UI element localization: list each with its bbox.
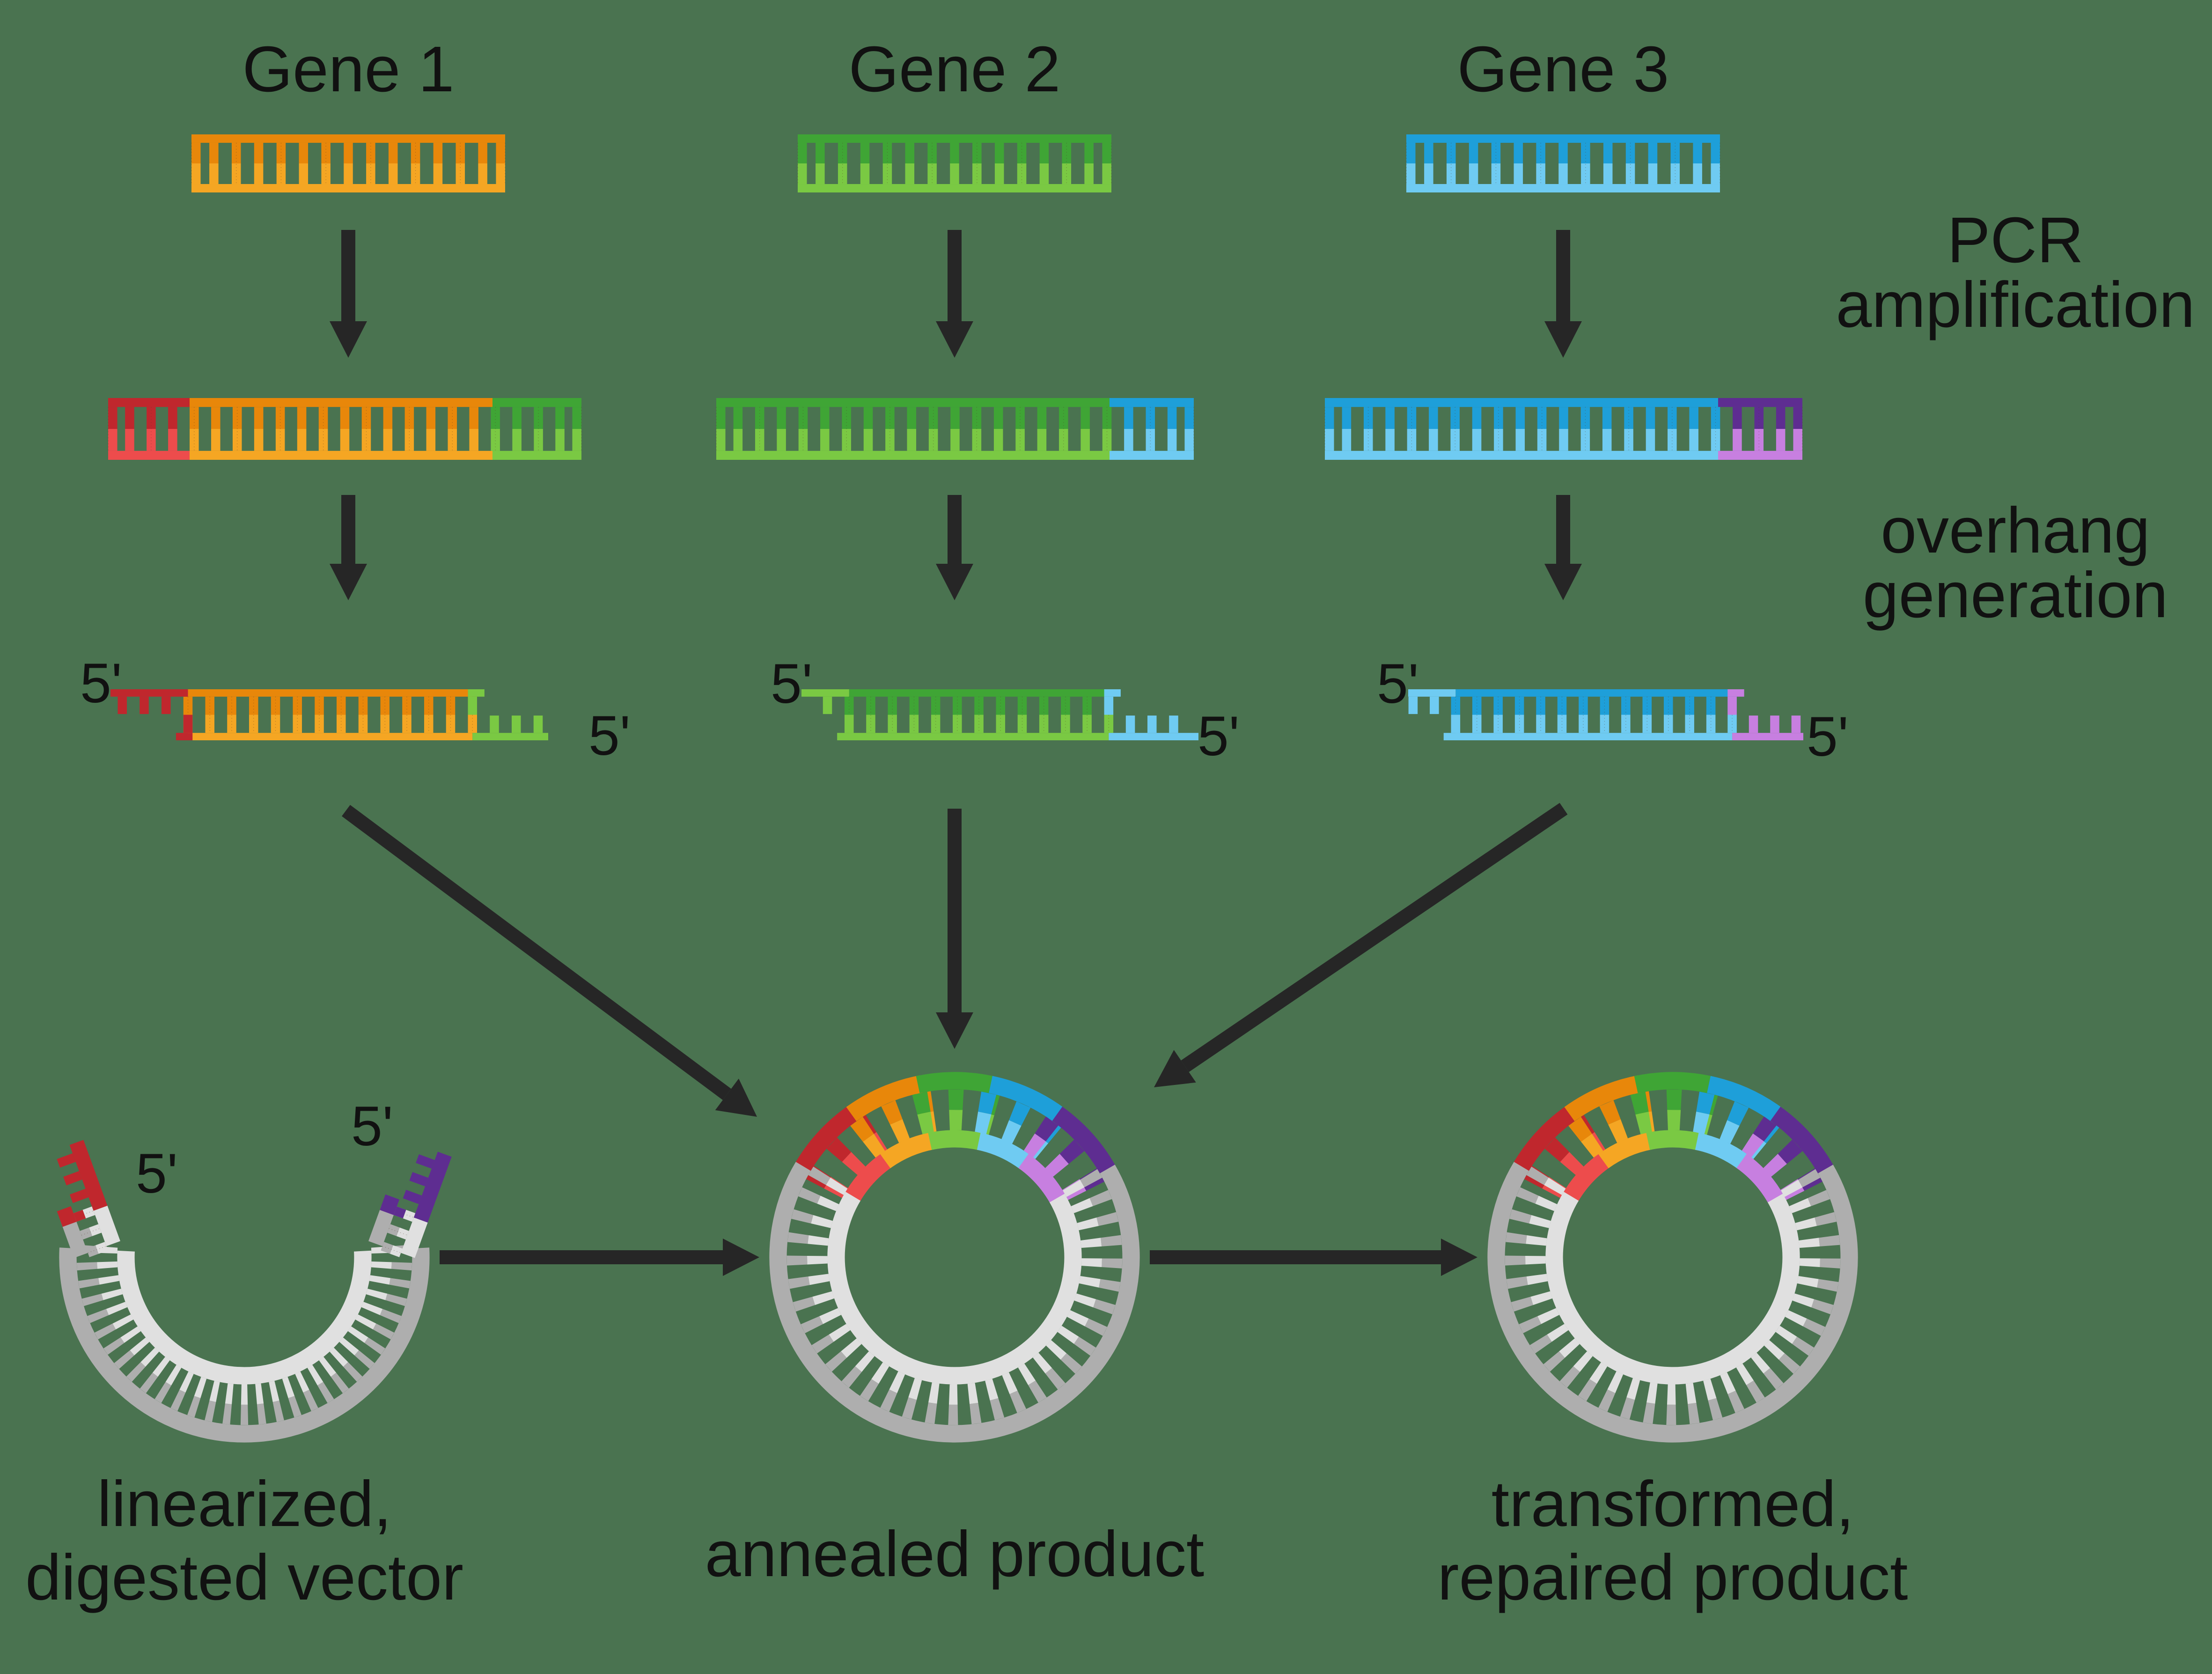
svg-text:5': 5' [80, 652, 122, 715]
svg-text:overhang: overhang [1881, 494, 2150, 567]
svg-text:5': 5' [1377, 652, 1419, 715]
svg-text:Gene 3: Gene 3 [1457, 33, 1669, 105]
svg-text:5': 5' [136, 1142, 178, 1205]
svg-text:PCR: PCR [1947, 204, 2083, 276]
svg-text:linearized,: linearized, [97, 1468, 391, 1540]
svg-text:Gene 2: Gene 2 [849, 33, 1061, 105]
svg-text:annealed product: annealed product [705, 1518, 1205, 1590]
svg-text:transformed,: transformed, [1492, 1468, 1854, 1540]
svg-text:Gene 1: Gene 1 [243, 33, 455, 105]
svg-text:5': 5' [1807, 705, 1849, 768]
svg-text:5': 5' [588, 704, 631, 767]
svg-text:generation: generation [1863, 559, 2168, 631]
svg-text:repaired product: repaired product [1438, 1541, 1908, 1614]
svg-text:5': 5' [351, 1095, 393, 1158]
svg-text:5': 5' [771, 652, 813, 715]
svg-text:amplification: amplification [1836, 269, 2195, 341]
svg-text:5': 5' [1198, 705, 1240, 767]
svg-text:digested vector: digested vector [25, 1541, 463, 1614]
